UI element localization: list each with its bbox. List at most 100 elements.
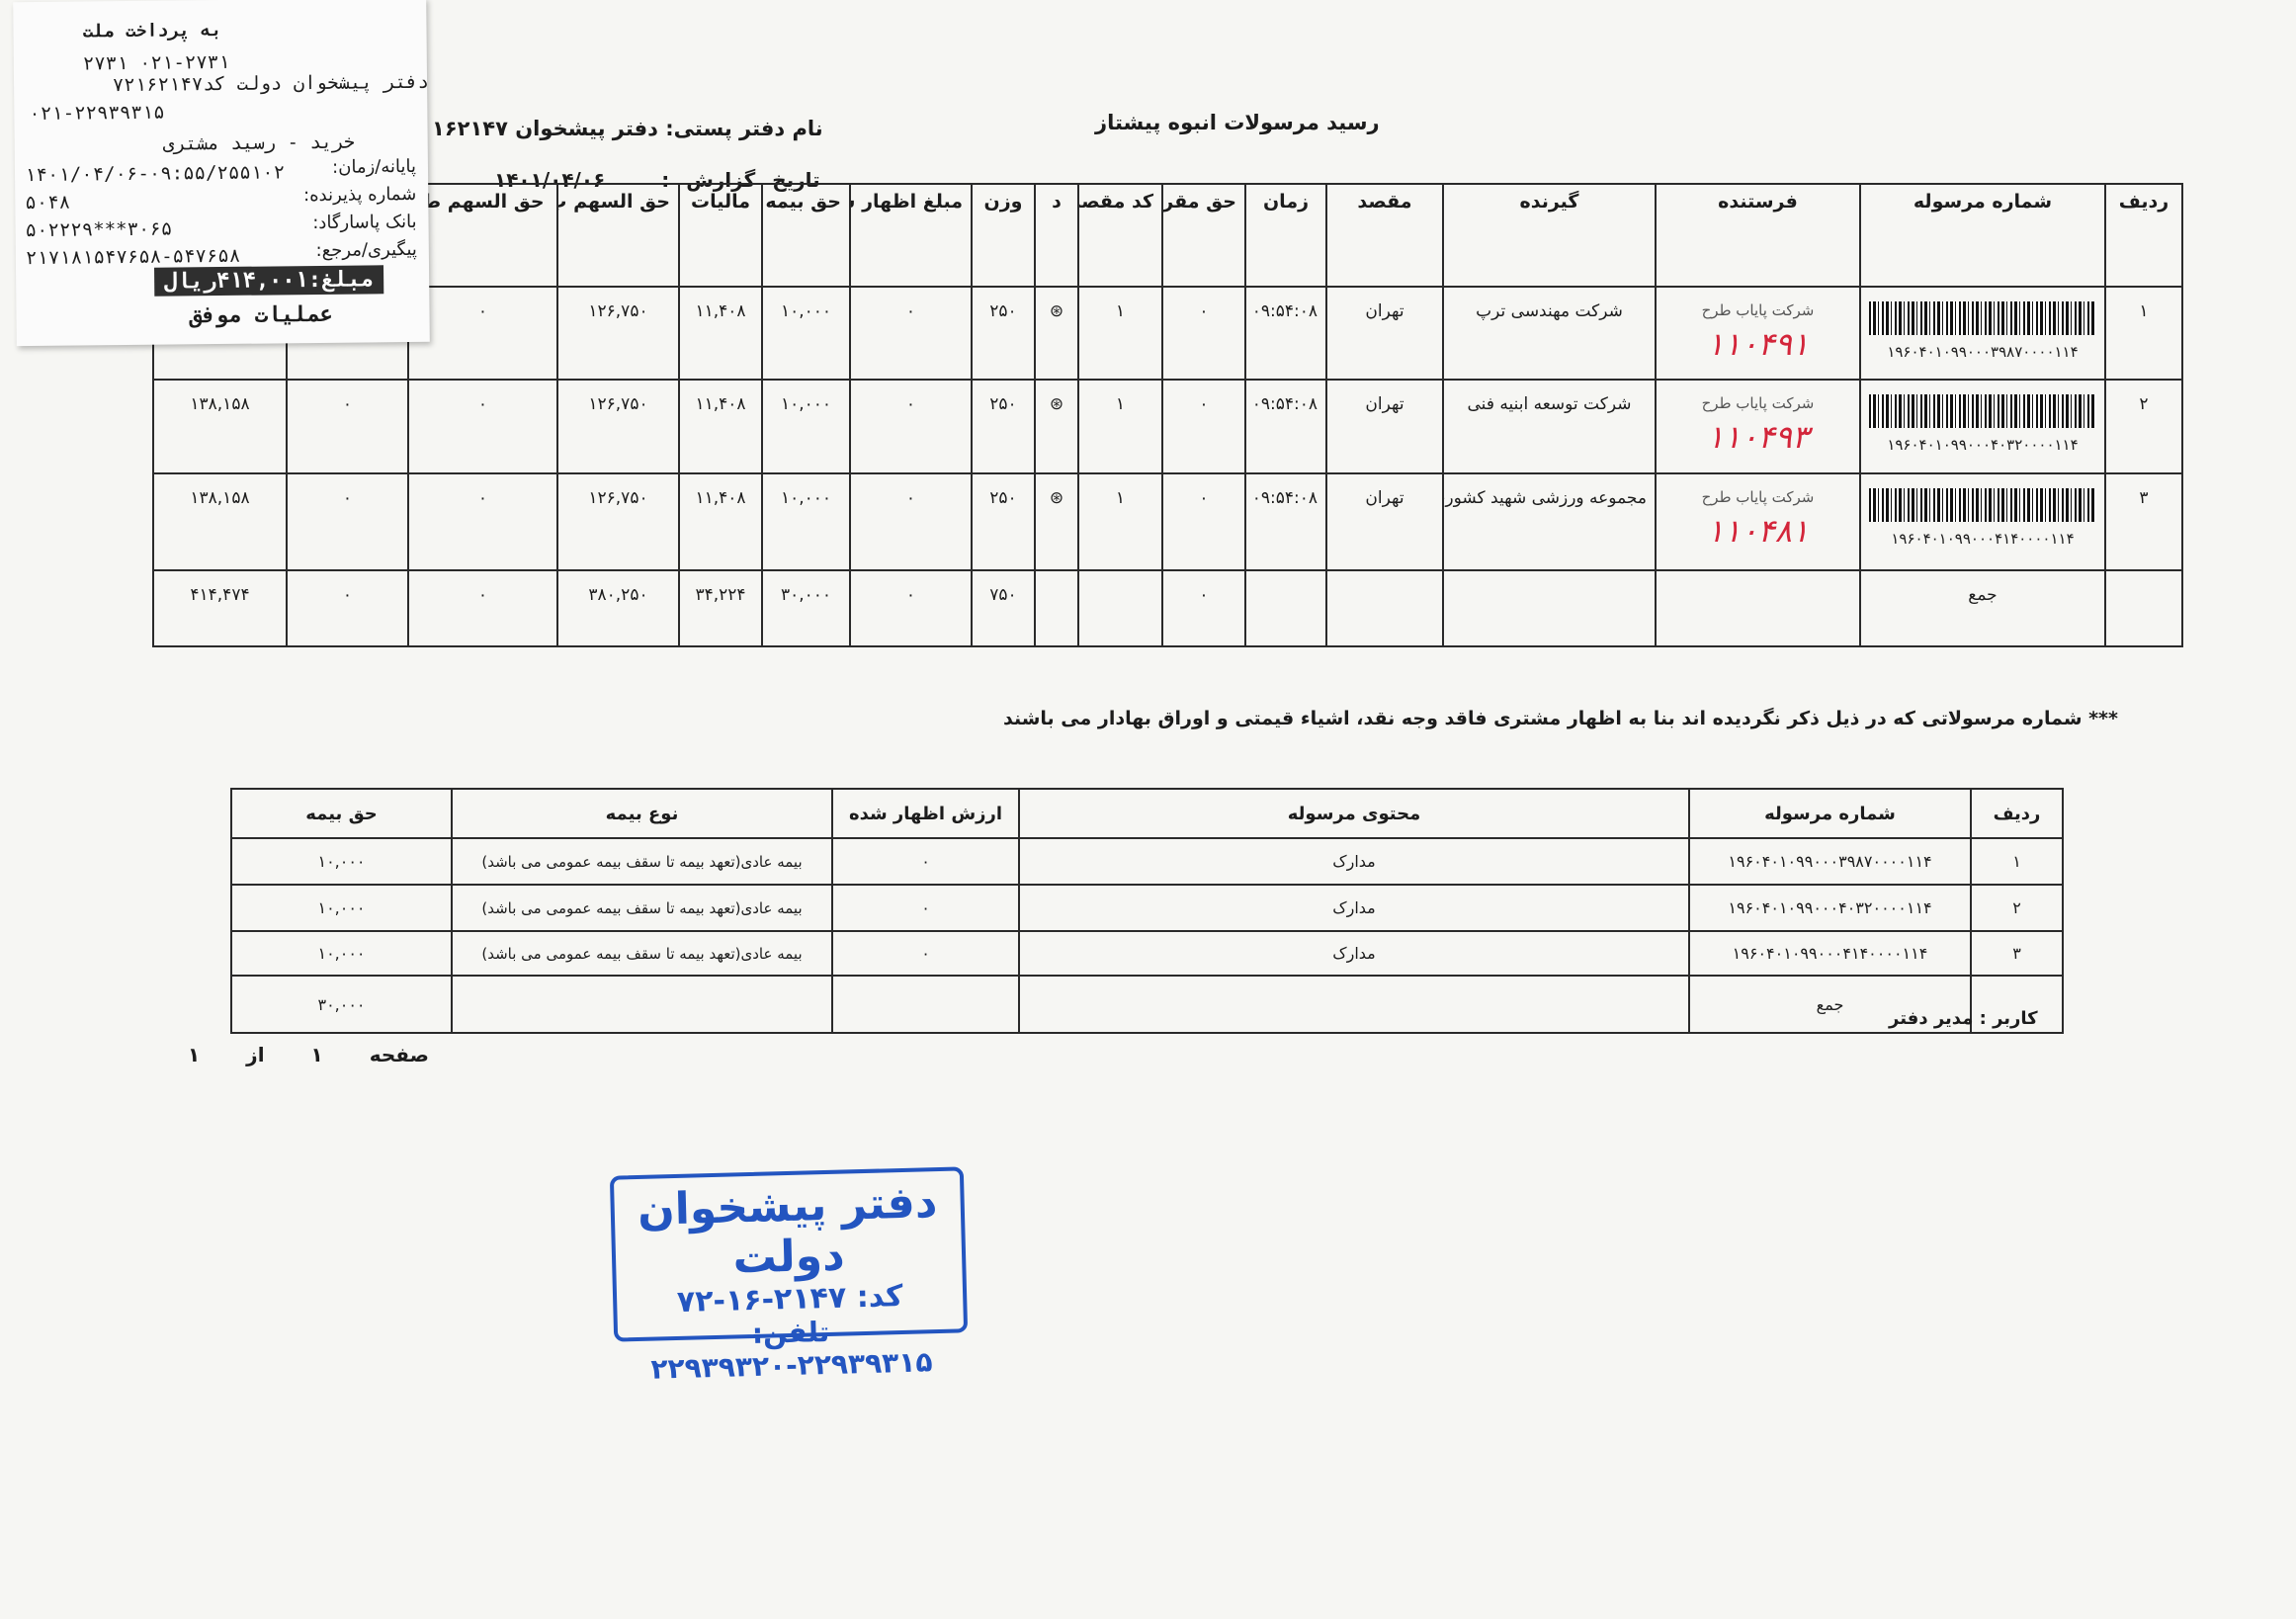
cell: بیمه عادی(تعهد بیمه تا سقف بیمه عمومی می… xyxy=(451,837,833,886)
cell-text: تهران xyxy=(1365,394,1404,414)
cell: ۱۰,۰۰۰ xyxy=(230,884,453,932)
cell-text: ۲۵۰ xyxy=(989,301,1017,321)
field-value: ۱۴۰۱/۰۴/۰۶-۰۹:۵۵/۲۵۵۱۰۲ xyxy=(24,161,286,187)
receipt-kind: خرید - رسید مشتری xyxy=(162,130,356,155)
barcode xyxy=(1869,301,2096,335)
cell-text: ۱۳۸,۱۵۸ xyxy=(190,488,250,508)
brand: به پرداخت ملت xyxy=(82,19,222,43)
cell-text: ۰ xyxy=(477,488,488,508)
cell: ۱۰,۰۰۰ xyxy=(230,930,453,977)
column-header: حق بیمه xyxy=(761,183,851,288)
cell-text: شرکت مهندسی ترپ xyxy=(1476,301,1623,321)
insurance-note: *** شماره مرسولاتی که در ذیل ذکر نگردیده… xyxy=(1003,708,2118,729)
cell: ۱۱,۴۰۸ xyxy=(678,379,763,474)
cell-text: ۱۲۶,۷۵۰ xyxy=(588,488,648,508)
cell: ۱۳۸,۱۵۸ xyxy=(152,379,288,474)
header-row: ردیف شماره مرسوله محتوی مرسوله ارزش اظهار ش… xyxy=(230,788,2064,839)
handwritten-note: ۱۱۰۴۹۳ xyxy=(1706,419,1810,455)
column-header: زمان xyxy=(1244,183,1327,288)
cell: ⊛ xyxy=(1034,472,1079,571)
cell xyxy=(1442,569,1657,647)
cell: ۱۰,۰۰۰ xyxy=(761,286,851,381)
cell xyxy=(831,975,1020,1034)
column-header: ردیف xyxy=(2104,183,2183,288)
cell-text: ۰ xyxy=(477,301,488,321)
cell-text: ۰ xyxy=(342,585,353,605)
cell: شرکت پایاب طرح ۱۱۰۴۹۳ xyxy=(1655,379,1861,474)
column-header: مبلغ اظهار شده xyxy=(849,183,973,288)
office-label: نام دفتر پستی: xyxy=(665,117,823,140)
column-header: ردیف xyxy=(1970,788,2064,839)
cell-text: ۱۰,۰۰۰ xyxy=(780,301,832,321)
handwritten-note: ۱۱۰۴۸۱ xyxy=(1706,513,1810,549)
cell: ۰ xyxy=(1161,379,1246,474)
cell: ۳۰,۰۰۰ xyxy=(230,975,453,1034)
slip-fields: پایانه/زمان: ۱۴۰۱/۰۴/۰۶-۰۹:۵۵/۲۵۵۱۰۲ شماره… xyxy=(13,0,426,269)
cell: ۱۹۶۰۴۰۱۰۹۹۰۰۰۴۰۳۲۰۰۰۰۱۱۴ xyxy=(1688,884,1972,932)
cell-text: ۲ xyxy=(2139,394,2149,414)
column-header: نوع بیمه xyxy=(451,788,833,839)
cell-text: مجموعه ورزشی شهید کشوری xyxy=(1443,488,1647,508)
tracking-number: ۱۹۶۰۴۰۱۰۹۹۰۰۰۴۰۳۲۰۰۰۰۱۱۴ xyxy=(1887,436,2079,454)
cell-text: ۱۲۶,۷۵۰ xyxy=(588,394,648,414)
cell xyxy=(451,975,833,1034)
cell xyxy=(1244,569,1327,647)
cell: ۰ xyxy=(407,286,558,381)
status: عملیات موفق xyxy=(189,301,334,329)
cell: ۰ xyxy=(831,884,1020,932)
cell: ۰ xyxy=(831,837,1020,886)
cell: شرکت پایاب طرح ۱۱۰۴۹۱ xyxy=(1655,286,1861,381)
cell: ۳۸۰,۲۵۰ xyxy=(556,569,680,647)
sender: شرکت پایاب طرح xyxy=(1701,488,1815,506)
cell-text: ۱۳۸,۱۵۸ xyxy=(190,394,250,414)
cell-text: ۷۵۰ xyxy=(989,585,1017,605)
column-header: د xyxy=(1034,183,1079,288)
insurance-table: ردیف شماره مرسوله محتوی مرسوله ارزش اظهار ش… xyxy=(230,788,2064,1034)
cell-text: ۰۹:۵۴:۰۸ xyxy=(1251,488,1318,508)
cell-text: ۰ xyxy=(1199,585,1209,605)
cell: ۱۲۶,۷۵۰ xyxy=(556,286,680,381)
payment-slip: به پرداخت ملت ۰۲۱-۲۷۳۱ ۲۷۳۱ دفتر پیشخوان… xyxy=(13,0,430,347)
cell: شرکت توسعه ابنیه فنی xyxy=(1442,379,1657,474)
cell: ۱۱,۴۰۸ xyxy=(678,286,763,381)
cell: ۲۵۰ xyxy=(971,379,1036,474)
cell-text: ۰ xyxy=(905,301,916,321)
shipments-table: ردیف شماره مرسوله فرستنده گیرنده مقصد زمان حق … xyxy=(152,183,2183,647)
column-header: شماره مرسوله xyxy=(1859,183,2106,288)
cell: ۱۹۶۰۴۰۱۰۹۹۰۰۰۳۹۸۷۰۰۰۰۱۱۴ xyxy=(1859,286,2106,381)
column-header: فرستنده xyxy=(1655,183,1861,288)
cell: بیمه عادی(تعهد بیمه تا سقف بیمه عمومی می… xyxy=(451,930,833,977)
data-row: ۲ ۱۹۶۰۴۰۱۰۹۹۰۰۰۴۰۳۲۰۰۰۰۱۱۴ مدارک ۰ بیمه عادی… xyxy=(230,884,2064,932)
cell-text: تهران xyxy=(1365,301,1404,321)
cell: بیمه عادی(تعهد بیمه تا سقف بیمه عمومی می… xyxy=(451,884,833,932)
cell: ۱ xyxy=(1077,286,1163,381)
column-header: محتوی مرسوله xyxy=(1018,788,1690,839)
data-row: ۳ ۱۹۶۰۴۰۱۰۹۹۰۰۰۴۱۴۰۰۰۰۱۱۴ شرکت پایاب طرح ۱۱… xyxy=(152,472,2183,571)
cell xyxy=(2104,569,2183,647)
cell: ۰ xyxy=(286,472,409,571)
cell: ۲۵۰ xyxy=(971,286,1036,381)
header-row: ردیف شماره مرسوله فرستنده گیرنده مقصد زمان حق … xyxy=(152,183,2183,288)
column-header: حق بیمه xyxy=(230,788,453,839)
cell: مدارک xyxy=(1018,837,1690,886)
cell: ۰ xyxy=(849,569,973,647)
cell: ۰ xyxy=(1161,286,1246,381)
cell: شرکت مهندسی ترپ xyxy=(1442,286,1657,381)
column-header: گیرنده xyxy=(1442,183,1657,288)
cell-text: ۱۱,۴۰۸ xyxy=(695,301,746,321)
cell: جمع xyxy=(1688,975,1972,1034)
cell: ۱ xyxy=(2104,286,2183,381)
cell: ۳ xyxy=(2104,472,2183,571)
cell-text: ۱۰,۰۰۰ xyxy=(780,394,832,414)
cell: ۱۰,۰۰۰ xyxy=(761,379,851,474)
cell: ۳۰,۰۰۰ xyxy=(761,569,851,647)
column-header: حق السهم پ xyxy=(556,183,680,288)
cell-text: ۳۸۰,۲۵۰ xyxy=(588,585,648,605)
cell: ۰ xyxy=(1161,472,1246,571)
column-header: ارزش اظهار شده xyxy=(831,788,1020,839)
cell: ۲ xyxy=(1970,884,2064,932)
office: دفتر پیشخوان دولت کد۷۲۱۶۲۱۴۷ xyxy=(112,70,430,97)
cell-text: ۰ xyxy=(477,585,488,605)
field-value: ۵۰۴۸ xyxy=(25,191,71,214)
cell: ۰ xyxy=(831,930,1020,977)
